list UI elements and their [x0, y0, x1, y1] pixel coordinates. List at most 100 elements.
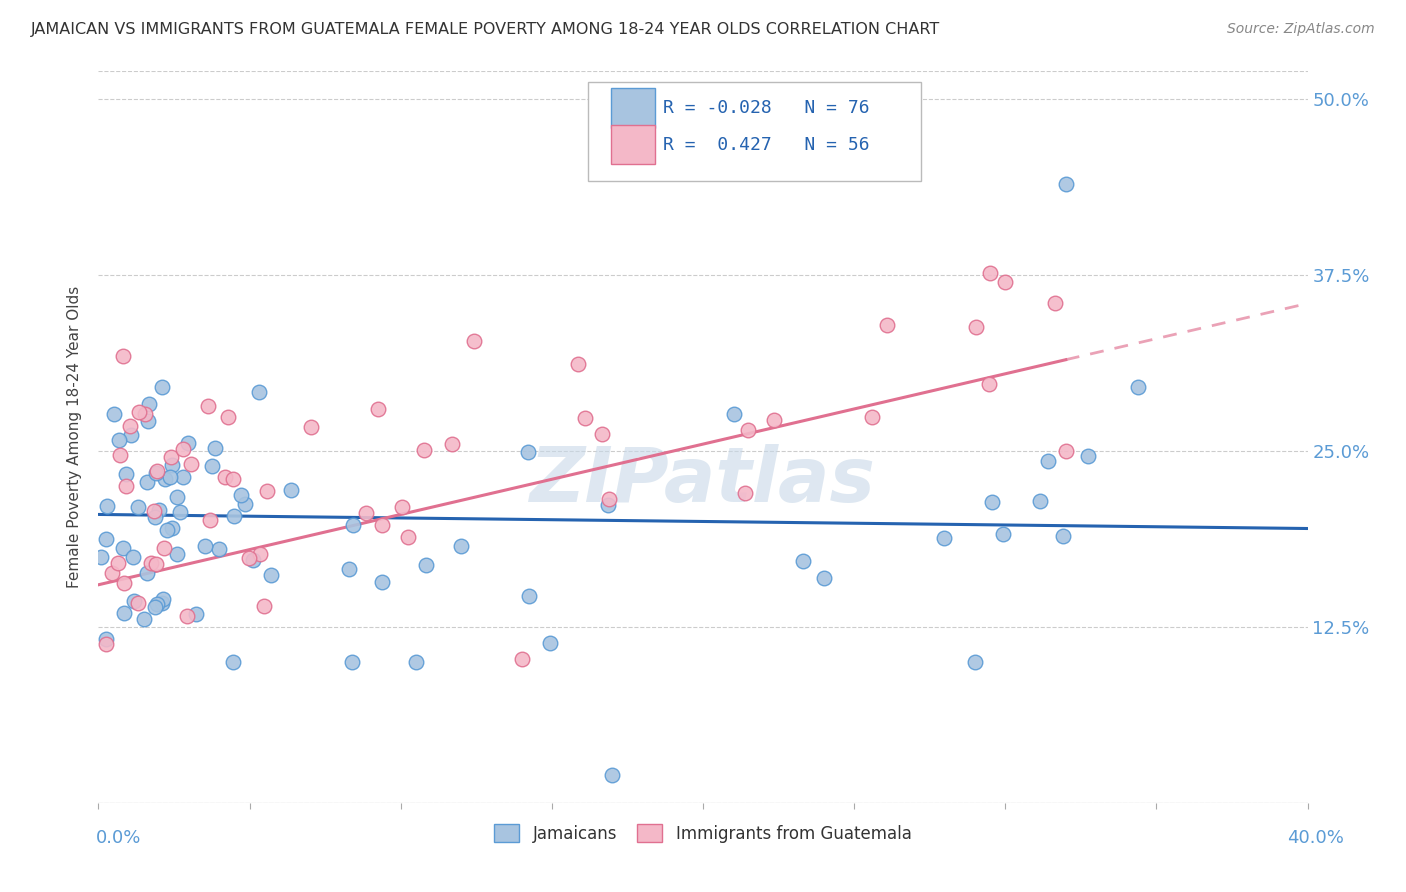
Text: Source: ZipAtlas.com: Source: ZipAtlas.com	[1227, 22, 1375, 37]
Point	[1054, 177, 1077, 191]
Point	[233, 497, 256, 511]
Text: ZIPatlas: ZIPatlas	[530, 444, 876, 518]
Point	[111, 350, 134, 364]
Point	[128, 405, 150, 419]
Point	[121, 550, 143, 565]
Point	[184, 607, 207, 622]
Point	[90, 550, 112, 565]
Point	[977, 376, 1000, 391]
Point	[415, 558, 437, 572]
Point	[1077, 450, 1099, 464]
Point	[153, 541, 176, 555]
Point	[112, 576, 135, 591]
Point	[111, 541, 134, 555]
Point	[108, 434, 131, 448]
Point	[792, 554, 814, 568]
Point	[96, 500, 118, 514]
Point	[1052, 529, 1074, 543]
Point	[124, 594, 146, 608]
Point	[517, 589, 540, 603]
Point	[238, 551, 260, 566]
Legend: Jamaicans, Immigrants from Guatemala: Jamaicans, Immigrants from Guatemala	[488, 818, 918, 849]
Point	[860, 409, 883, 424]
Point	[510, 652, 533, 666]
Point	[222, 655, 245, 669]
Point	[143, 600, 166, 615]
Point	[135, 566, 157, 581]
Point	[592, 427, 614, 442]
Point	[367, 402, 389, 417]
Point	[299, 419, 322, 434]
Point	[172, 442, 194, 456]
Point	[260, 568, 283, 582]
Point	[120, 419, 142, 434]
FancyBboxPatch shape	[612, 125, 655, 164]
Point	[160, 450, 183, 464]
Point	[103, 407, 125, 421]
Point	[413, 443, 436, 458]
Point	[177, 436, 200, 450]
Point	[252, 599, 274, 614]
Point	[340, 655, 363, 669]
Point	[159, 470, 181, 484]
Text: R = -0.028   N = 76: R = -0.028 N = 76	[664, 99, 870, 117]
Point	[145, 557, 167, 571]
FancyBboxPatch shape	[612, 88, 655, 128]
Point	[256, 484, 278, 499]
Point	[567, 357, 589, 371]
Y-axis label: Female Poverty Among 18-24 Year Olds: Female Poverty Among 18-24 Year Olds	[67, 286, 83, 588]
Point	[150, 596, 173, 610]
Point	[136, 413, 159, 427]
Point	[152, 592, 174, 607]
Point	[160, 458, 183, 472]
Point	[242, 553, 264, 567]
Point	[965, 320, 987, 334]
Text: 40.0%: 40.0%	[1288, 829, 1344, 847]
Point	[217, 409, 239, 424]
Point	[108, 448, 131, 462]
Point	[991, 527, 1014, 541]
Point	[1126, 380, 1149, 394]
Point	[596, 498, 619, 512]
Point	[180, 457, 202, 471]
Point	[146, 598, 169, 612]
Point	[134, 407, 156, 421]
Point	[994, 276, 1017, 290]
Point	[208, 542, 231, 557]
Point	[354, 506, 377, 520]
Point	[94, 637, 117, 651]
Point	[148, 502, 170, 516]
Point	[574, 411, 596, 425]
Point	[127, 500, 149, 515]
Point	[204, 441, 226, 455]
Point	[734, 485, 756, 500]
Point	[194, 539, 217, 553]
Point	[249, 547, 271, 561]
Point	[153, 472, 176, 486]
Point	[396, 530, 419, 544]
Point	[598, 491, 620, 506]
Point	[405, 655, 427, 669]
Point	[101, 566, 124, 581]
Point	[370, 574, 392, 589]
Point	[440, 437, 463, 451]
Point	[172, 470, 194, 484]
Point	[1043, 296, 1066, 310]
Point	[107, 556, 129, 570]
Point	[1054, 444, 1077, 458]
Point	[197, 399, 219, 413]
Point	[96, 632, 118, 646]
Point	[763, 413, 786, 427]
Point	[143, 510, 166, 524]
Point	[145, 466, 167, 480]
Point	[166, 490, 188, 504]
Point	[247, 384, 270, 399]
Point	[280, 483, 302, 497]
Point	[121, 428, 143, 442]
Point	[450, 539, 472, 553]
Point	[463, 334, 485, 348]
Point	[980, 495, 1002, 509]
Point	[538, 636, 561, 650]
Point	[737, 423, 759, 437]
Point	[1038, 453, 1060, 467]
